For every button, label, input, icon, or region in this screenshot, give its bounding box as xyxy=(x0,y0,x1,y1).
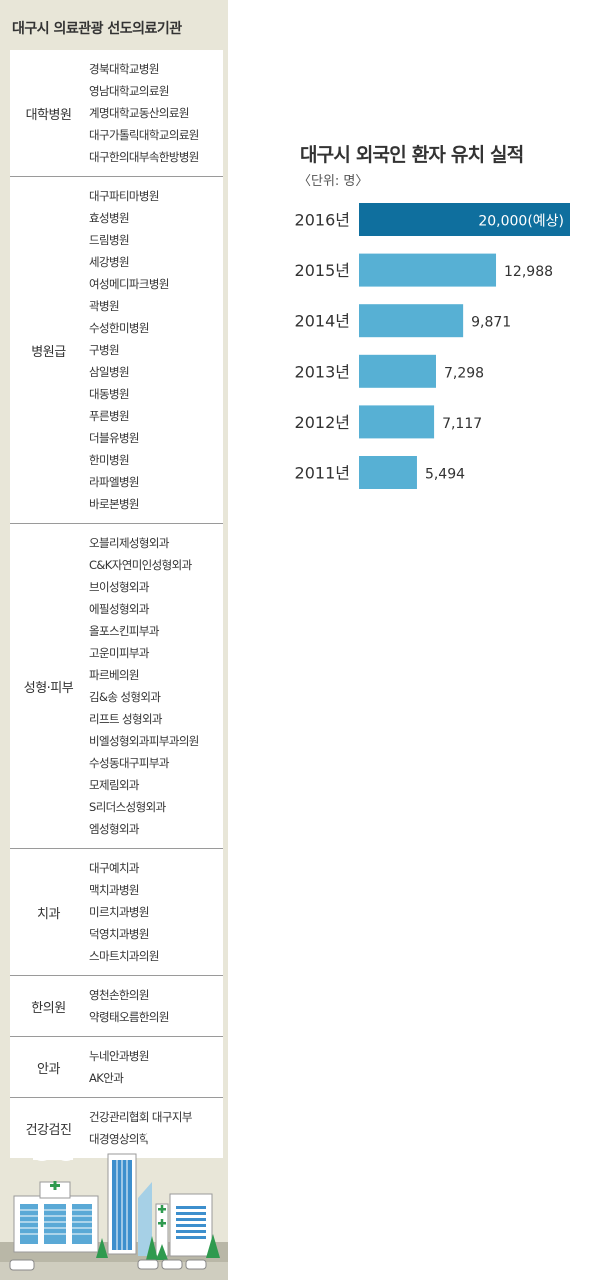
value-label: 7,117 xyxy=(442,416,482,432)
institution-item: 에필성형외과 xyxy=(89,602,149,616)
institution-item: 효성병원 xyxy=(89,211,130,225)
bar xyxy=(359,354,436,388)
bar xyxy=(359,456,417,489)
group-label: 대학병원 xyxy=(25,107,72,123)
institution-item: 김&송 성형외과 xyxy=(89,690,161,704)
city-illustration xyxy=(0,1123,228,1280)
institution-item: 곽병원 xyxy=(89,299,120,313)
institution-item: 파르베의원 xyxy=(89,668,140,682)
institution-item: 더블유병원 xyxy=(89,431,140,445)
institution-item: C&K자연미인성형외과 xyxy=(89,558,192,572)
institution-item: 약령태오름한의원 xyxy=(89,1010,169,1024)
group-label: 병원급 xyxy=(31,344,66,360)
group-items: 누네안과병원 AK안과 xyxy=(87,1037,223,1097)
institution-item: 덕영치과병원 xyxy=(89,927,149,941)
category-label: 2016년 xyxy=(295,211,350,230)
bar xyxy=(359,405,435,439)
category-label: 2014년 xyxy=(295,312,350,331)
institution-item: AK안과 xyxy=(89,1071,124,1085)
institution-item: 라파엘병원 xyxy=(89,475,140,489)
institution-item: 계명대학교동산의료원 xyxy=(89,106,189,120)
group-label: 안과 xyxy=(37,1061,60,1077)
institution-item: 올포스킨피부과 xyxy=(89,624,159,638)
value-label: 9,871 xyxy=(471,315,511,331)
institution-item: 모제림외과 xyxy=(89,778,140,792)
institution-item: 푸른병원 xyxy=(89,409,130,423)
value-label: 7,298 xyxy=(444,365,484,381)
bar xyxy=(359,203,570,236)
institution-item: 한미병원 xyxy=(89,453,130,467)
institution-item: 세강병원 xyxy=(89,255,130,269)
institution-item: 엠성형외과 xyxy=(89,822,140,836)
institution-item: 스마트치과의원 xyxy=(89,949,159,963)
chart-unit-label: 〈단위: 명〉 xyxy=(298,174,369,189)
institution-item: 수성한미병원 xyxy=(89,321,149,335)
value-label: 20,000(예상) xyxy=(478,214,564,230)
group-label: 치과 xyxy=(37,906,60,922)
group-label: 성형·피부 xyxy=(23,680,74,696)
category-label: 2013년 xyxy=(295,362,350,381)
institution-item: 삼일병원 xyxy=(89,365,130,379)
institution-item: 맥치과병원 xyxy=(89,883,140,897)
institution-item: 영남대학교의료원 xyxy=(89,84,169,98)
bar xyxy=(359,304,464,338)
group-label: 한의원 xyxy=(31,1000,66,1016)
institution-item: 건강관리협회 대구지부 xyxy=(89,1110,192,1124)
category-label: 2011년 xyxy=(295,464,350,483)
chart-title: 대구시 외국인 환자 유치 실적 xyxy=(300,144,524,166)
category-label: 2015년 xyxy=(295,261,350,280)
institution-group: 안과 누네안과병원 AK안과 xyxy=(10,1037,223,1098)
institution-item: 영천손한의원 xyxy=(89,988,149,1002)
institution-item: 오블리제성형외과 xyxy=(89,536,169,550)
institution-item: 고운미피부과 xyxy=(89,646,149,660)
institution-item: 대구파티마병원 xyxy=(89,189,159,203)
institution-item: 대구한의대부속한방병원 xyxy=(89,150,199,164)
value-label: 12,988 xyxy=(504,264,553,280)
bar xyxy=(359,253,497,287)
institution-item: 누네안과병원 xyxy=(89,1049,149,1063)
value-label: 5,494 xyxy=(425,467,465,483)
institution-item: 미르치과병원 xyxy=(89,905,149,919)
institution-item: S리더스성형외과 xyxy=(89,800,166,814)
institution-list-title: 대구시 의료관광 선도의료기관 xyxy=(12,21,182,37)
institution-item: 비엘성형외과피부과의원 xyxy=(89,734,199,748)
institution-item: 대구예치과 xyxy=(89,861,140,875)
group-label: 건강검진 xyxy=(25,1122,72,1138)
institution-item: 리프트 성형외과 xyxy=(89,712,163,726)
institution-item: 대구가톨릭대학교의료원 xyxy=(89,128,199,142)
institution-item: 대동병원 xyxy=(89,387,130,401)
institution-item: 바로본병원 xyxy=(89,497,140,511)
institution-item: 브이성형외과 xyxy=(89,580,149,594)
institution-item: 드림병원 xyxy=(89,233,130,247)
institution-item: 수성동대구피부과 xyxy=(89,756,169,770)
category-label: 2012년 xyxy=(295,413,350,432)
institution-item: 경북대학교병원 xyxy=(89,62,159,76)
institution-item: 여성메디파크병원 xyxy=(89,277,169,291)
institution-item: 구병원 xyxy=(89,343,120,357)
